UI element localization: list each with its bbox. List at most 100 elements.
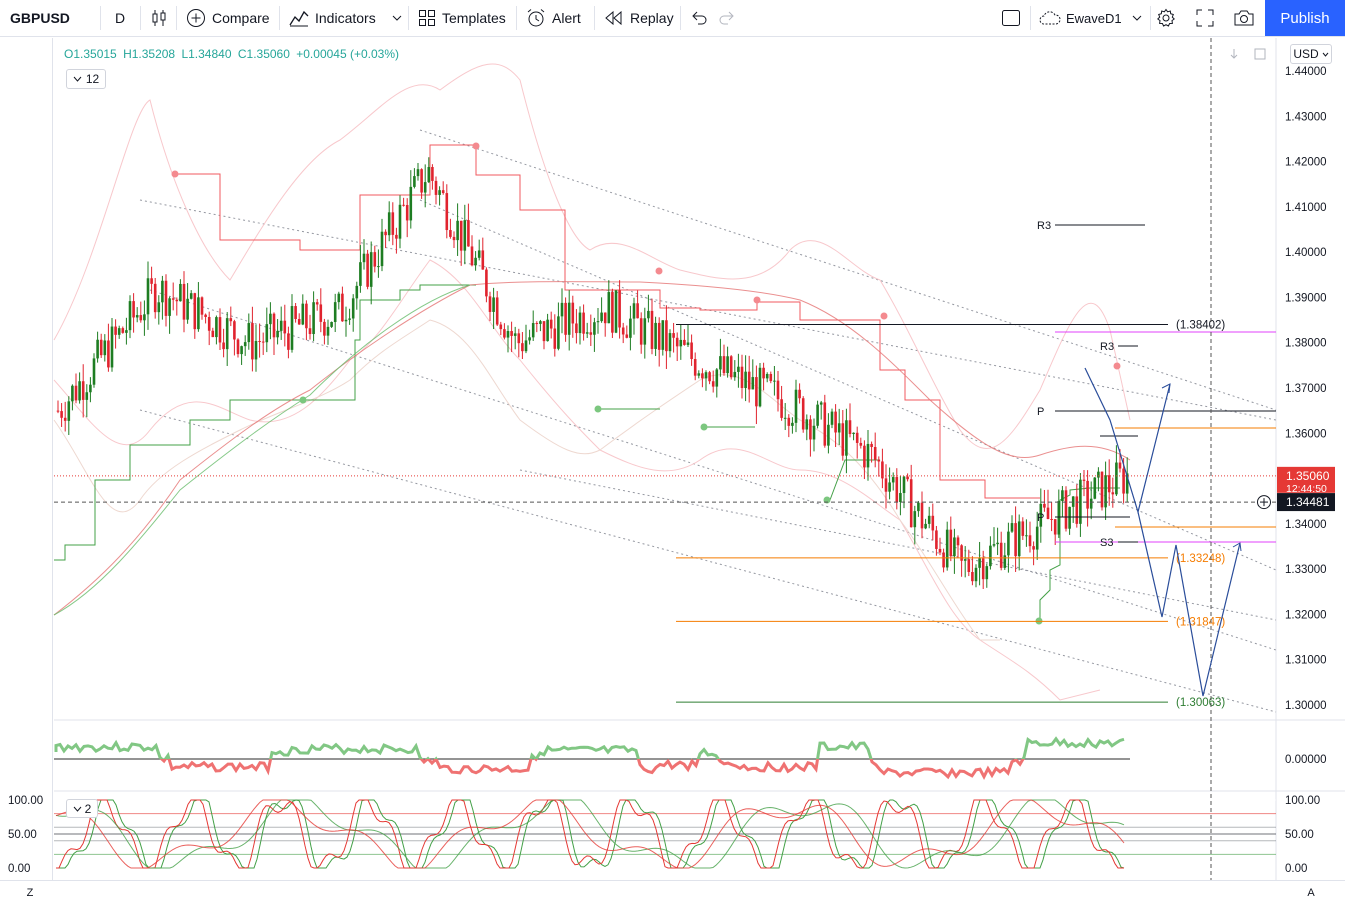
pane-arrow-down-icon[interactable] — [1228, 47, 1240, 65]
candle-body — [729, 356, 733, 378]
candle-body — [999, 542, 1003, 568]
fib-level-label: (1.33248) — [1176, 553, 1225, 565]
candle-body — [153, 283, 157, 313]
candle-body — [567, 302, 571, 335]
stoch-indicators-toggle[interactable]: 2 — [66, 799, 98, 818]
candle-body — [560, 302, 564, 317]
candle-body — [265, 324, 269, 343]
candle-body — [607, 292, 611, 324]
layout-button[interactable]: EwaveD1 — [1038, 0, 1142, 36]
candle-body — [693, 359, 697, 376]
candle-body — [985, 566, 989, 580]
chart-type-button[interactable] — [150, 0, 168, 36]
stoch-indicator-count: 2 — [84, 801, 92, 816]
candle-body — [783, 417, 787, 419]
candle-body — [308, 328, 312, 335]
candle-body — [395, 234, 398, 239]
publish-button[interactable]: Publish — [1265, 0, 1345, 36]
candle-body — [841, 423, 845, 456]
support-dot — [700, 423, 708, 431]
trend-line — [139, 409, 1277, 713]
candle-body — [989, 545, 992, 567]
candle-body — [1100, 471, 1104, 508]
indicator-lines — [53, 142, 1131, 625]
candle-body — [675, 337, 679, 347]
separator — [176, 6, 177, 30]
interval-label: D — [115, 10, 126, 26]
zoom-button[interactable]: Z — [22, 885, 38, 901]
wave-arrowhead — [1232, 542, 1242, 552]
indicators-button[interactable]: Indicators — [289, 0, 402, 36]
snapshot-button[interactable] — [1233, 0, 1255, 36]
resistance-dot — [880, 312, 888, 320]
candle-body — [1115, 462, 1118, 495]
alert-button[interactable]: Alert — [526, 0, 581, 36]
replay-button[interactable]: Replay — [604, 0, 674, 36]
candle-body — [967, 559, 971, 573]
candle-body — [920, 502, 924, 529]
currency-dropdown[interactable]: USD — [1290, 44, 1332, 64]
pivot-label: R3 — [1037, 220, 1051, 232]
candle-body — [765, 374, 769, 379]
candle-body — [974, 567, 978, 582]
candle-body — [845, 420, 848, 456]
candle-body — [348, 318, 351, 320]
symbol-search[interactable]: GBPUSD — [10, 0, 70, 36]
candle-body — [909, 479, 913, 528]
candle-body — [1057, 501, 1061, 535]
fullscreen-layout-button[interactable] — [1001, 0, 1021, 36]
symbol-label: GBPUSD — [10, 10, 70, 26]
candle-body — [1021, 521, 1025, 536]
candle-body — [207, 316, 211, 331]
candle-body — [495, 297, 499, 325]
candle-body — [823, 402, 827, 446]
separator — [100, 6, 101, 30]
candle-body — [445, 193, 449, 231]
y-tick-label: 1.42000 — [1285, 157, 1327, 169]
candle-body — [272, 313, 276, 338]
change-value: +0.00045 (+0.03%) — [296, 47, 399, 61]
axes: 1.44000 1.43000 1.42000 1.41000 1.40000 1.390… — [8, 66, 1335, 905]
wave-path-down — [1137, 511, 1241, 697]
indicators-icon — [289, 10, 309, 27]
y-tick-label: 1.35000 — [1285, 474, 1327, 486]
oscillator-line-negative — [159, 759, 1025, 780]
compare-button[interactable]: Compare — [186, 0, 270, 36]
separator — [516, 6, 517, 30]
candle-body — [751, 377, 755, 390]
candle-body — [1086, 480, 1089, 509]
candle-body — [103, 340, 107, 356]
candle-body — [254, 341, 258, 360]
candle-body — [1050, 519, 1053, 520]
candle-body — [132, 301, 135, 318]
candle-body — [917, 502, 920, 512]
undo-button[interactable] — [690, 0, 708, 36]
indicators-toggle[interactable]: 12 — [66, 69, 106, 89]
candle-body — [143, 314, 146, 321]
y-tick-label: 1.39000 — [1285, 292, 1327, 304]
candle-body — [78, 381, 81, 401]
pane-maximize-icon[interactable] — [1254, 47, 1266, 65]
undo-icon — [692, 11, 707, 25]
candle-body — [603, 312, 607, 324]
candle-body — [1122, 468, 1125, 494]
candle-body — [366, 253, 369, 287]
templates-button[interactable]: Templates — [418, 0, 506, 36]
candle-body — [679, 339, 683, 347]
candle-body — [776, 380, 780, 400]
auto-scale-button[interactable]: A — [1303, 885, 1319, 901]
redo-button[interactable] — [718, 0, 736, 36]
settings-button[interactable] — [1156, 0, 1176, 36]
candle-body — [953, 537, 956, 557]
candle-body — [355, 285, 359, 299]
redo-icon — [719, 11, 734, 25]
candle-body — [333, 302, 337, 322]
candle-body — [837, 423, 841, 433]
trend-line — [419, 129, 1277, 411]
candle-body — [301, 303, 305, 325]
fullscreen-button[interactable] — [1196, 0, 1214, 36]
candle-body — [1071, 496, 1075, 507]
support-dot — [823, 496, 831, 504]
interval-button[interactable]: D — [115, 0, 125, 36]
